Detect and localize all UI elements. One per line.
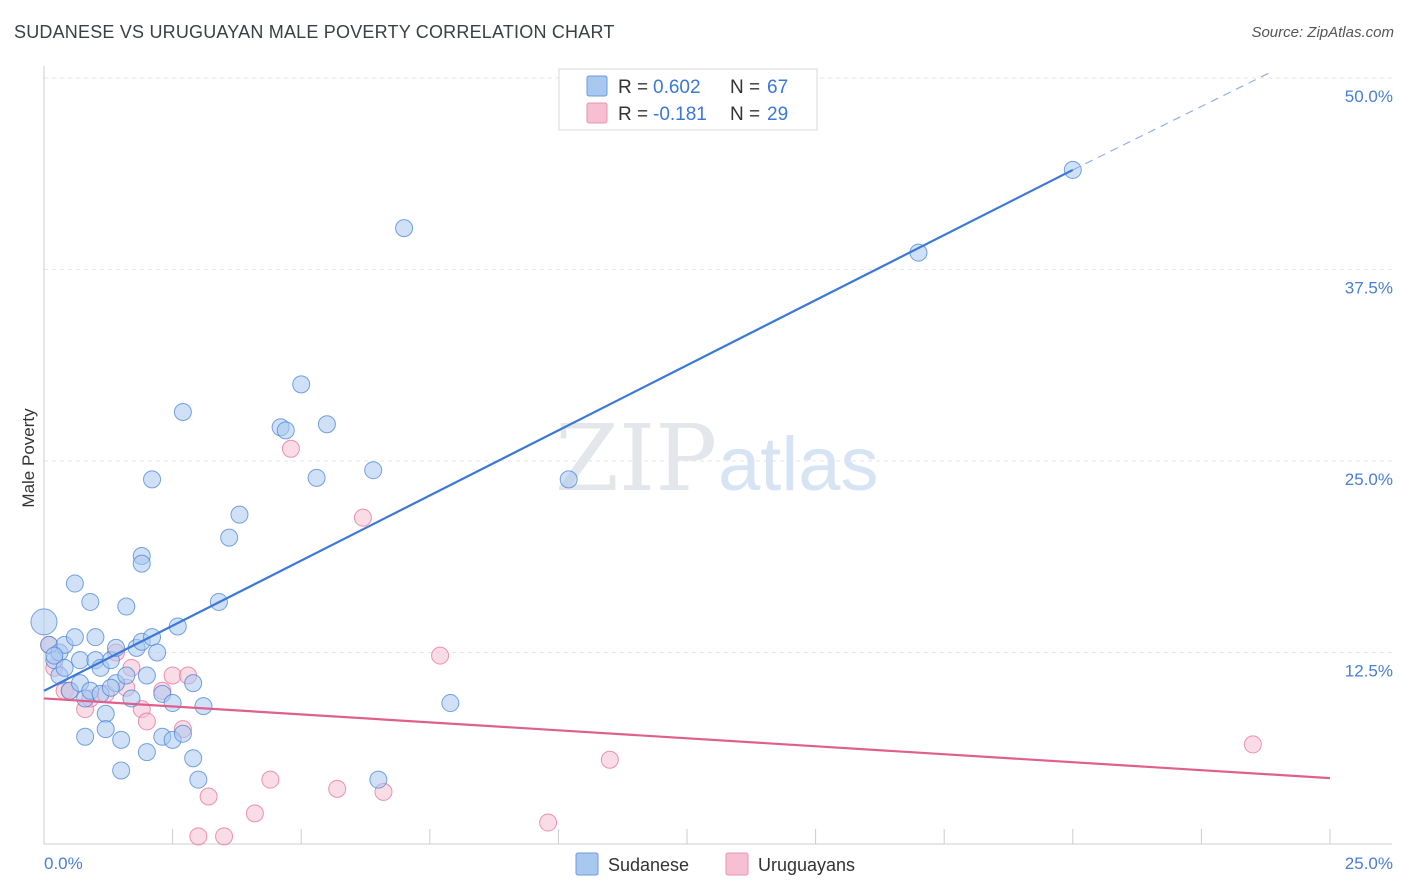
sudanese-point-5 <box>55 658 74 677</box>
watermark-atlas: atlas <box>718 422 879 507</box>
legend-swatch-sudanese <box>586 75 608 97</box>
sudanese-point-66 <box>101 678 120 697</box>
source-credit: Source: ZipAtlas.com <box>1251 24 1394 41</box>
legend-r-label-2: R = <box>618 104 648 125</box>
bottom-legend-swatch-uruguayans <box>725 852 749 876</box>
sudanese-point-56 <box>307 468 326 487</box>
data-points <box>30 160 1262 846</box>
legend-n-value-2: 29 <box>767 104 788 125</box>
legend-r-value-1: 0.602 <box>653 77 701 98</box>
sudanese-point-55 <box>292 375 311 394</box>
uruguayans-point-19 <box>245 804 264 823</box>
legend-n-label-1: N = <box>730 77 760 98</box>
sudanese-point-60 <box>395 219 414 238</box>
sudanese-point-52 <box>230 505 249 524</box>
uruguayans-point-27 <box>600 750 619 769</box>
uruguayans-point-16 <box>189 827 208 846</box>
uruguayans-trend-line <box>43 697 1331 780</box>
sudanese-point-41 <box>163 694 182 713</box>
uruguayans-point-22 <box>328 779 347 798</box>
sudanese-point-61 <box>441 694 460 713</box>
sudanese-point-49 <box>194 697 213 716</box>
sudanese-point-62 <box>559 470 578 489</box>
chart-title: SUDANESE VS URUGUAYAN MALE POVERTY CORRE… <box>14 22 615 42</box>
sudanese-point-27 <box>117 597 136 616</box>
sudanese-point-13 <box>76 727 95 746</box>
legend-swatch-uruguayans <box>586 102 608 124</box>
sudanese-point-58 <box>364 461 383 480</box>
sudanese-point-38 <box>148 643 167 662</box>
y-tick-label-2: 37.5% <box>1345 279 1393 298</box>
grid-lines <box>44 77 1392 653</box>
x-tick-labels: 0.0% 25.0% <box>44 854 1393 873</box>
y-tick-label-1: 25.0% <box>1345 470 1393 489</box>
legend: R = 0.602 N = 67 R = -0.181 N = 29 <box>558 68 818 131</box>
uruguayans-point-11 <box>137 712 156 731</box>
legend-r-value-2: -0.181 <box>653 104 707 125</box>
sudanese-point-17 <box>86 628 105 647</box>
bottom-legend-swatch-sudanese <box>575 852 599 876</box>
bottom-legend-sudanese: Sudanese <box>608 855 689 875</box>
sudanese-point-64 <box>909 243 928 262</box>
y-tick-label-3: 50.0% <box>1345 87 1393 106</box>
uruguayans-point-17 <box>199 787 218 806</box>
y-axis-label: Male Poverty <box>19 408 38 508</box>
sudanese-point-28 <box>117 666 136 685</box>
uruguayans-point-28 <box>1243 735 1262 754</box>
watermark-zip: ZIP <box>555 405 717 512</box>
bottom-legend-uruguayans: Uruguayans <box>758 855 855 875</box>
sudanese-trend-line <box>43 168 1074 692</box>
sudanese-point-8 <box>65 628 84 647</box>
uruguayans-point-13 <box>163 666 182 685</box>
sudanese-point-0 <box>30 608 58 636</box>
legend-n-label-2: N = <box>730 104 760 125</box>
sudanese-point-46 <box>184 674 203 693</box>
uruguayans-point-18 <box>215 827 234 846</box>
uruguayans-point-26 <box>539 813 558 832</box>
sudanese-point-25 <box>112 761 131 780</box>
sudanese-point-15 <box>81 592 100 611</box>
sudanese-point-35 <box>137 666 156 685</box>
sudanese-point-57 <box>317 415 336 434</box>
uruguayans-point-25 <box>431 646 450 665</box>
uruguayans-point-23 <box>353 508 372 527</box>
watermark: ZIP atlas <box>555 405 879 512</box>
sudanese-point-59 <box>369 770 388 789</box>
sudanese-point-34 <box>137 743 156 762</box>
sudanese-point-36 <box>143 470 162 489</box>
sudanese-point-54 <box>276 421 295 440</box>
x-tick-label-0: 0.0% <box>44 854 83 873</box>
legend-n-value-1: 67 <box>767 77 788 98</box>
y-tick-labels: 12.5% 25.0% 37.5% 50.0% <box>1345 87 1393 681</box>
sudanese-point-47 <box>184 749 203 768</box>
sudanese-point-44 <box>173 402 192 421</box>
sudanese-point-9 <box>65 574 84 593</box>
sudanese-point-45 <box>173 724 192 743</box>
sudanese-trend-extension <box>1072 72 1269 171</box>
sudanese-point-21 <box>96 720 115 739</box>
sudanese-point-20 <box>96 704 115 723</box>
sudanese-point-32 <box>132 554 151 573</box>
trend-lines <box>43 72 1331 780</box>
x-tick-label-1: 25.0% <box>1345 854 1393 873</box>
sudanese-point-51 <box>220 528 239 547</box>
y-tick-label-0: 12.5% <box>1345 662 1393 681</box>
sudanese-point-65 <box>45 646 64 665</box>
axes <box>43 66 1392 845</box>
uruguayans-point-20 <box>261 770 280 789</box>
sudanese-point-26 <box>112 730 131 749</box>
uruguayans-point-21 <box>281 439 300 458</box>
sudanese-point-11 <box>71 651 90 670</box>
legend-r-label-1: R = <box>618 77 648 98</box>
sudanese-point-48 <box>189 770 208 789</box>
bottom-legend: Sudanese Uruguayans <box>575 852 855 876</box>
